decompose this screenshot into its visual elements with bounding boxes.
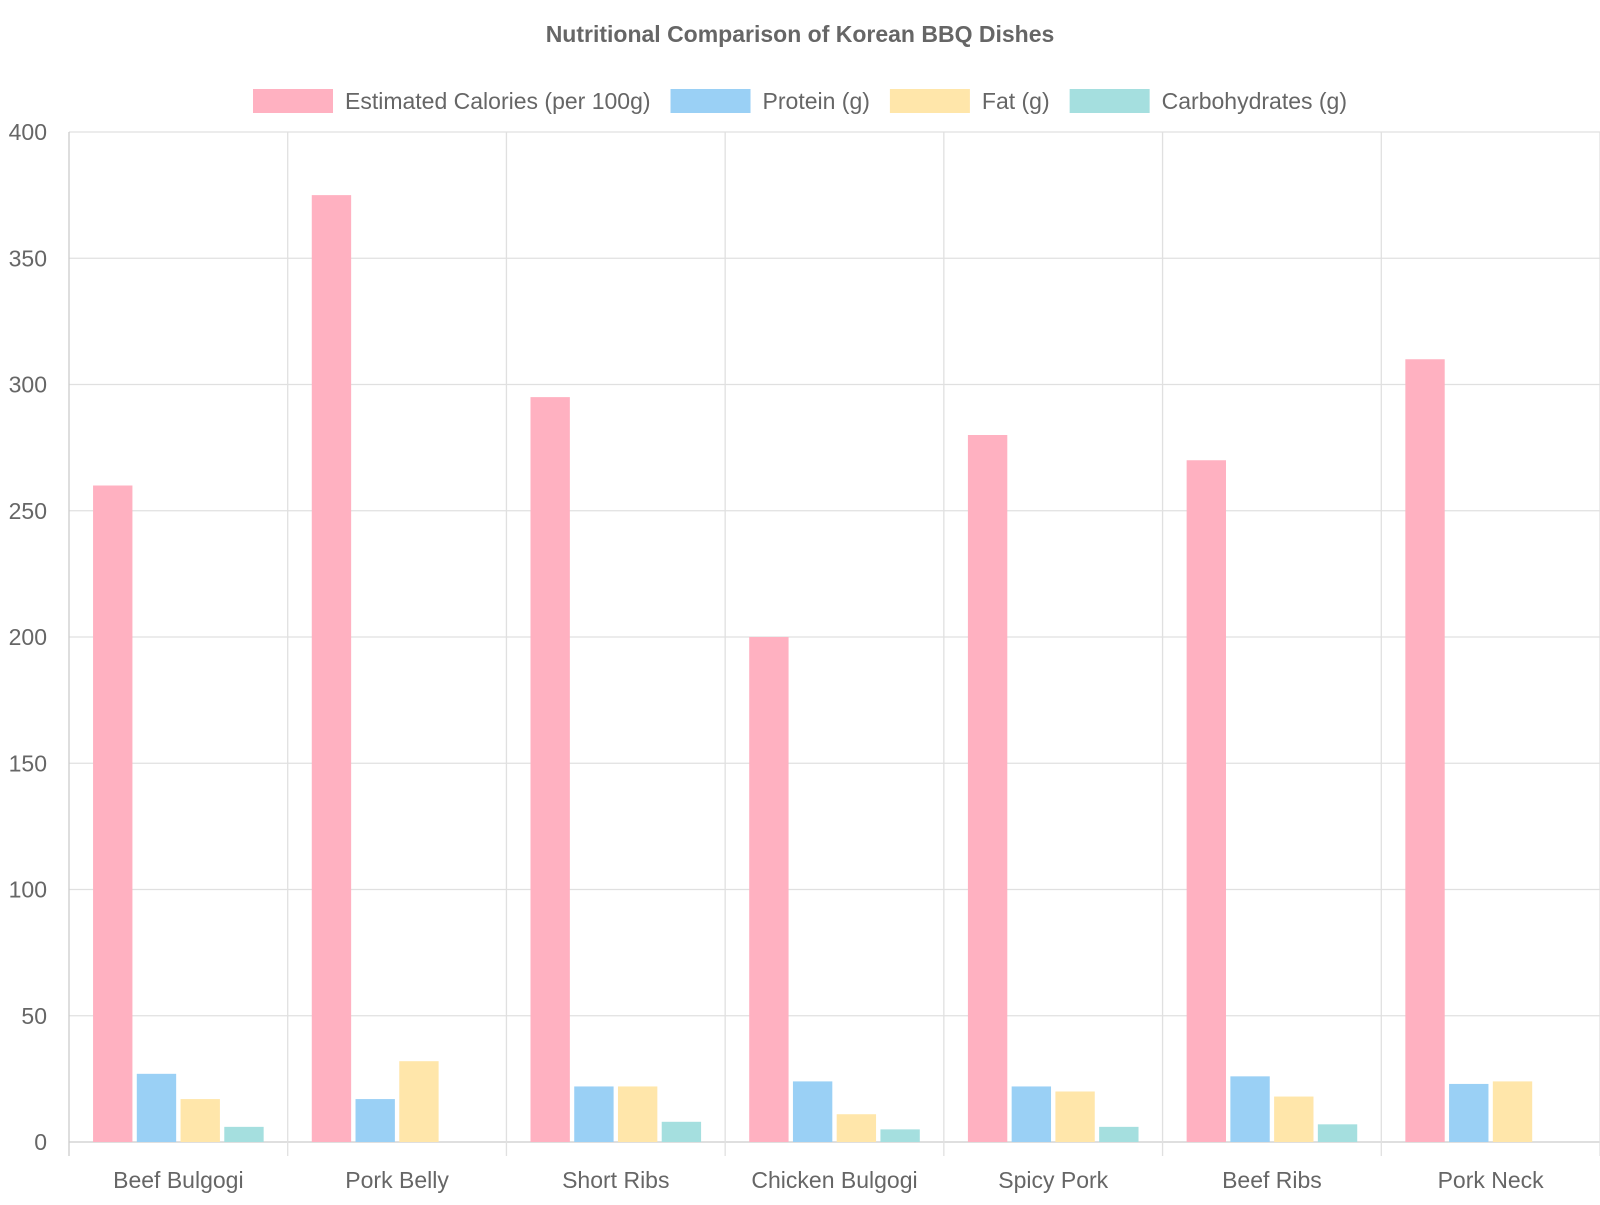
bar-beef-bulgogi-estimated-calories-per-100g[interactable]: Beef Bulgogi — Estimated Calories (per 1… xyxy=(93,485,133,1143)
y-tick-label: 200 xyxy=(9,624,47,650)
grid-lines xyxy=(68,131,1600,1156)
legend-item-carbohydrates-g[interactable]: Carbohydrates (g) xyxy=(1069,88,1347,114)
bar-beef-ribs-estimated-calories-per-100g[interactable]: Beef Ribs — Estimated Calories (per 100g… xyxy=(1186,460,1226,1142)
bar-beef-ribs-protein-g[interactable]: Beef Ribs — Protein (g): 26 xyxy=(1230,1076,1270,1142)
bar-spicy-pork-protein-g[interactable]: Spicy Pork — Protein (g): 22 xyxy=(1011,1086,1052,1142)
legend-item-fat-g[interactable]: Fat (g) xyxy=(889,88,1050,114)
bar-short-ribs-carbohydrates-g[interactable]: Short Ribs — Carbohydrates (g): 8 xyxy=(661,1121,702,1142)
y-tick-label: 150 xyxy=(9,750,47,776)
legend-label: Estimated Calories (per 100g) xyxy=(345,88,651,114)
bar-pork-belly-estimated-calories-per-100g[interactable]: Pork Belly — Estimated Calories (per 100… xyxy=(311,195,352,1142)
y-tick-label: 250 xyxy=(9,498,47,524)
x-tick-label: Pork Belly xyxy=(345,1167,449,1193)
legend-swatch xyxy=(253,89,333,113)
bar-pork-neck-protein-g[interactable]: Pork Neck — Protein (g): 23 xyxy=(1449,1083,1489,1142)
y-tick-label: 300 xyxy=(9,372,47,398)
bar-chicken-bulgogi-estimated-calories-per-100g[interactable]: Chicken Bulgogi — Estimated Calories (pe… xyxy=(749,637,789,1142)
y-tick-label: 350 xyxy=(9,245,47,271)
x-tick-label: Chicken Bulgogi xyxy=(751,1167,917,1193)
bar-beef-bulgogi-protein-g[interactable]: Beef Bulgogi — Protein (g): 27 xyxy=(136,1073,177,1142)
legend-swatch xyxy=(889,89,970,113)
x-tick-label: Pork Neck xyxy=(1438,1167,1545,1193)
bar-pork-belly-protein-g[interactable]: Pork Belly — Protein (g): 17 xyxy=(355,1099,395,1142)
bar-short-ribs-estimated-calories-per-100g[interactable]: Short Ribs — Estimated Calories (per 100… xyxy=(530,397,570,1142)
x-tick-label: Short Ribs xyxy=(562,1167,669,1193)
bar-pork-neck-fat-g[interactable]: Pork Neck — Fat (g): 24 xyxy=(1492,1081,1533,1142)
bar-chicken-bulgogi-fat-g[interactable]: Chicken Bulgogi — Fat (g): 11 xyxy=(836,1114,877,1142)
x-tick-label: Beef Ribs xyxy=(1222,1167,1322,1193)
bar-pork-neck-estimated-calories-per-100g[interactable]: Pork Neck — Estimated Calories (per 100g… xyxy=(1405,359,1445,1142)
y-tick-label: 0 xyxy=(34,1129,47,1155)
bar-spicy-pork-carbohydrates-g[interactable]: Spicy Pork — Carbohydrates (g): 6 xyxy=(1099,1126,1139,1142)
bar-spicy-pork-fat-g[interactable]: Spicy Pork — Fat (g): 20 xyxy=(1055,1091,1095,1143)
bar-beef-ribs-carbohydrates-g[interactable]: Beef Ribs — Carbohydrates (g): 7 xyxy=(1317,1124,1358,1142)
bar-beef-ribs-fat-g[interactable]: Beef Ribs — Fat (g): 18 xyxy=(1274,1096,1314,1142)
legend-item-estimated-calories-per-100g[interactable]: Estimated Calories (per 100g) xyxy=(253,88,651,114)
legend-label: Carbohydrates (g) xyxy=(1162,88,1347,114)
legend-item-protein-g[interactable]: Protein (g) xyxy=(670,88,870,114)
bar-spicy-pork-estimated-calories-per-100g[interactable]: Spicy Pork — Estimated Calories (per 100… xyxy=(967,435,1008,1142)
bar-pork-belly-fat-g[interactable]: Pork Belly — Fat (g): 32 xyxy=(399,1061,439,1142)
legend: Estimated Calories (per 100g) Protein (g)… xyxy=(253,88,1347,114)
legend-swatch xyxy=(1069,89,1150,113)
legend-swatch xyxy=(670,89,751,113)
bar-chicken-bulgogi-carbohydrates-g[interactable]: Chicken Bulgogi — Carbohydrates (g): 5 xyxy=(880,1129,920,1142)
chart-title: Nutritional Comparison of Korean BBQ Dis… xyxy=(546,21,1055,47)
bars: Beef Bulgogi — Estimated Calories (per 1… xyxy=(93,195,1533,1143)
x-tick-label: Beef Bulgogi xyxy=(113,1167,243,1193)
bar-beef-bulgogi-carbohydrates-g[interactable]: Beef Bulgogi — Carbohydrates (g): 6 xyxy=(224,1126,264,1142)
y-tick-label: 50 xyxy=(21,1003,47,1029)
x-tick-label: Spicy Pork xyxy=(998,1167,1108,1193)
y-axis: 0 50 100 150 200 250 300 350 400 xyxy=(9,119,47,1155)
bar-short-ribs-protein-g[interactable]: Short Ribs — Protein (g): 22 xyxy=(574,1086,614,1142)
bar-beef-bulgogi-fat-g[interactable]: Beef Bulgogi — Fat (g): 17 xyxy=(180,1099,220,1142)
legend-label: Protein (g) xyxy=(763,88,870,114)
y-tick-label: 400 xyxy=(9,119,47,145)
bar-short-ribs-fat-g[interactable]: Short Ribs — Fat (g): 22 xyxy=(617,1086,658,1142)
legend-label: Fat (g) xyxy=(982,88,1050,114)
y-tick-label: 100 xyxy=(9,877,47,903)
x-axis: Beef Bulgogi Pork Belly Short Ribs Chicken … xyxy=(113,1167,1544,1193)
bar-chicken-bulgogi-protein-g[interactable]: Chicken Bulgogi — Protein (g): 24 xyxy=(792,1081,833,1142)
